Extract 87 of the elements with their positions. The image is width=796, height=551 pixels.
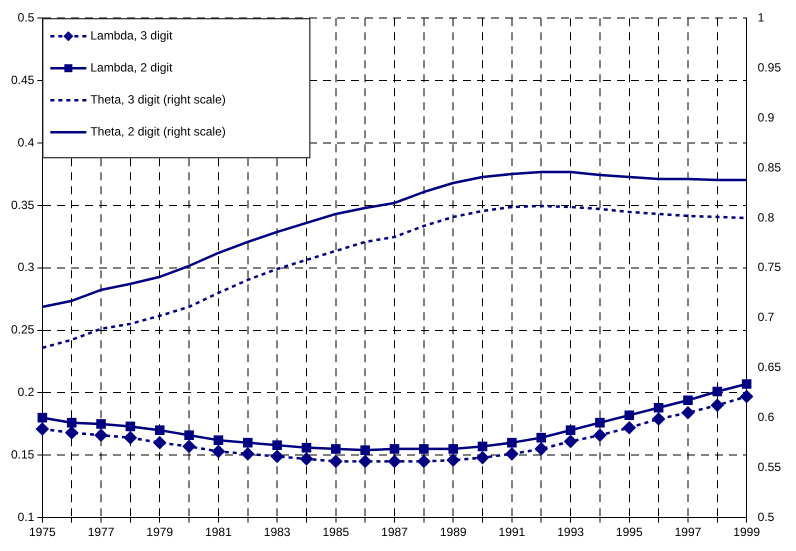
y2-tick-label: 1 [758, 10, 765, 25]
point [300, 452, 313, 466]
point [66, 418, 76, 428]
point [652, 412, 665, 426]
legend-label: Lambda, 3 digit [90, 28, 174, 43]
x-tick-label: 1993 [557, 525, 584, 540]
y2-tick-label: 0.9 [758, 110, 775, 124]
point [478, 442, 488, 452]
point [360, 445, 370, 455]
point [358, 455, 372, 468]
point [126, 422, 136, 432]
point [154, 425, 165, 435]
point [330, 455, 342, 468]
y-tick-label: 0.3 [18, 260, 35, 274]
y2-tick-label: 0.7 [758, 310, 775, 324]
point [712, 386, 722, 396]
point [419, 444, 429, 454]
x-tick-label: 1991 [498, 525, 526, 540]
point [536, 432, 546, 442]
y-tick-label: 0.1 [18, 510, 35, 524]
x-tick-label: 1979 [146, 525, 174, 540]
point [476, 451, 489, 464]
y-tick-label: 0.35 [10, 198, 35, 212]
y-tick-label: 0.25 [10, 322, 35, 337]
y-tick-label: 0.5 [18, 10, 35, 25]
y-tick-label: 0.15 [10, 447, 35, 462]
point [242, 438, 253, 448]
x-tick-label: 1985 [322, 525, 350, 540]
x-tick-label: 1981 [205, 525, 232, 540]
point [214, 435, 224, 445]
point [36, 422, 49, 436]
x-tick-label: 1987 [381, 525, 408, 540]
point [242, 448, 254, 460]
x-tick-label: 1977 [88, 525, 115, 540]
point [38, 412, 48, 423]
y2-tick-label: 0.5 [758, 510, 775, 524]
point [418, 455, 430, 468]
x-tick-label: 1975 [29, 525, 56, 540]
x-tick-label: 1983 [264, 525, 291, 540]
y2-tick-label: 0.65 [758, 360, 782, 374]
legend-label: Theta, 3 digit (right scale) [90, 92, 226, 107]
point [272, 440, 282, 450]
legend-label: Lambda, 2 digit [90, 60, 174, 75]
point [624, 410, 634, 420]
point [124, 431, 137, 444]
x-tick-label: 1999 [733, 525, 760, 540]
y2-tick-label: 0.75 [758, 260, 782, 274]
point [446, 454, 460, 466]
point [566, 425, 576, 435]
point [534, 442, 548, 456]
point [65, 426, 78, 439]
y2-tick-label: 0.85 [758, 160, 782, 174]
x-tick-label: 1997 [674, 525, 702, 540]
y-tick-label: 0.2 [18, 385, 35, 400]
x-tick-label: 1995 [616, 525, 643, 540]
point [96, 419, 106, 429]
point [740, 390, 753, 403]
x-tick-label: 1989 [440, 525, 467, 540]
point [184, 430, 194, 440]
point [182, 440, 196, 453]
point [270, 450, 284, 463]
point [448, 444, 458, 454]
point [212, 445, 225, 458]
y2-tick-label: 0.8 [758, 210, 775, 224]
point [742, 379, 752, 389]
point [683, 395, 693, 406]
point [711, 398, 724, 412]
y2-tick-label: 0.55 [758, 460, 782, 474]
point [506, 448, 518, 460]
point [94, 428, 108, 442]
point [623, 421, 636, 434]
point [390, 444, 400, 454]
point [331, 444, 341, 454]
point [388, 455, 401, 468]
point [153, 436, 166, 449]
point [564, 435, 577, 448]
y2-tick-label: 0.6 [758, 410, 775, 424]
point [654, 402, 664, 413]
point [507, 438, 517, 448]
legend-label: Theta, 2 digit (right scale) [90, 124, 226, 139]
point [594, 428, 606, 442]
y-tick-label: 0.45 [10, 72, 35, 87]
y2-tick-label: 0.95 [758, 60, 782, 74]
point [595, 418, 605, 428]
point [682, 406, 694, 419]
point [302, 442, 312, 452]
y-tick-label: 0.4 [18, 135, 35, 150]
